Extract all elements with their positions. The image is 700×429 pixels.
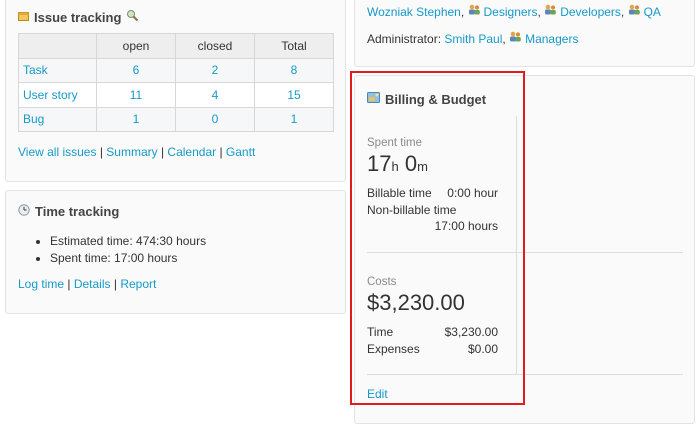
time-tracking-title: Time tracking	[18, 204, 119, 219]
member-wozniak-link[interactable]: Wozniak Stephen	[367, 5, 461, 19]
group-qa-link[interactable]: QA	[643, 4, 661, 19]
administrator-line: Administrator: Smith Paul, Managers	[367, 31, 579, 47]
group-icon	[509, 31, 522, 46]
table-row: User story 11 4 15	[18, 82, 334, 108]
expenses-label: Expenses	[367, 341, 420, 356]
user-story-open-link[interactable]: 11	[129, 87, 143, 102]
tracker-bug-link[interactable]: Bug	[23, 112, 45, 127]
time-cost-label: Time	[367, 325, 394, 339]
col-header-total: Total	[254, 33, 334, 59]
section-divider	[367, 252, 683, 253]
spent-time-section: Spent time 17h 0m Billable time 0:00 hou…	[367, 137, 498, 235]
report-link[interactable]: Report	[120, 277, 157, 291]
costs-section: Costs $3,230.00 Time $3,230.00 Expenses …	[367, 276, 498, 357]
billing-summary: Spent time 17h 0m Billable time 0:00 hou…	[367, 116, 517, 374]
group-icon	[544, 4, 557, 19]
col-header-blank	[18, 33, 97, 59]
expenses-value: $0.00	[467, 341, 498, 356]
view-all-issues-link[interactable]: View all issues	[18, 145, 97, 159]
spent-minutes-value: 0	[404, 151, 418, 176]
non-billable-value: 17:00 hours	[434, 219, 498, 233]
issue-tracking-panel: Issue tracking open closed Total Task 6 …	[5, 0, 346, 182]
highlight-frame	[350, 71, 525, 405]
spent-time: Spent time: 17:00 hours	[50, 250, 206, 267]
tracker-task-link[interactable]: Task	[23, 63, 48, 78]
issues-header-row: open closed Total	[18, 33, 334, 59]
time-cost-row: Time $3,230.00	[367, 324, 498, 341]
spent-hours-value: 17	[367, 151, 392, 176]
task-total-link[interactable]: 8	[290, 63, 298, 78]
non-billable-row: 17:00 hours	[367, 218, 498, 235]
administrator-label: Administrator:	[367, 32, 442, 46]
billable-value: 0:00 hour	[447, 186, 498, 200]
bug-closed-link[interactable]: 0	[211, 112, 219, 127]
issue-tracking-label: Issue tracking	[34, 9, 122, 25]
time-summary-list: Estimated time: 474:30 hours Spent time:…	[50, 233, 206, 266]
table-row: Task 6 2 8	[18, 57, 334, 83]
time-tracking-label: Time tracking	[35, 204, 120, 219]
non-billable-label: Non-billable time	[367, 202, 457, 217]
billable-label: Billable time	[367, 186, 432, 200]
group-developers-link[interactable]: Developers	[560, 4, 621, 19]
issue-links: View all issues | Summary | Calendar | G…	[18, 145, 256, 159]
table-row: Bug 1 0 1	[18, 106, 334, 132]
summary-link[interactable]: Summary	[106, 145, 158, 159]
calendar-link[interactable]: Calendar	[167, 145, 217, 159]
ticket-icon	[18, 10, 29, 25]
user-story-closed-link[interactable]: 4	[211, 87, 219, 102]
budget-icon	[367, 91, 380, 107]
group-designers-link[interactable]: Designers	[483, 4, 538, 19]
issues-table: open closed Total Task 6 2 8 User story …	[18, 33, 334, 132]
non-billable-label-row: Non-billable time	[367, 202, 498, 219]
user-story-total-link[interactable]: 15	[287, 87, 301, 102]
magnify-icon[interactable]	[126, 9, 139, 25]
billable-row: Billable time 0:00 hour	[367, 185, 498, 202]
task-open-link[interactable]: 6	[132, 63, 140, 78]
col-header-open: open	[96, 33, 176, 59]
edit-link[interactable]: Edit	[367, 387, 388, 401]
section-divider	[367, 374, 683, 375]
clock-icon	[18, 204, 30, 219]
col-header-closed: closed	[175, 33, 255, 59]
gantt-link[interactable]: Gantt	[225, 145, 256, 159]
spent-time-total: 17h 0m	[367, 151, 498, 177]
expenses-row: Expenses $0.00	[367, 341, 498, 358]
billing-label: Billing & Budget	[385, 91, 487, 107]
members-panel: Wozniak Stephen, Designers, Developers, …	[354, 0, 695, 67]
estimated-time: Estimated time: 474:30 hours	[50, 233, 206, 250]
log-time-link[interactable]: Log time	[18, 277, 65, 291]
minutes-unit: m	[417, 159, 428, 174]
group-icon	[628, 4, 641, 19]
admin-smith-link[interactable]: Smith Paul	[444, 32, 503, 46]
group-icon	[468, 4, 481, 19]
costs-label: Costs	[367, 276, 397, 288]
issue-tracking-title: Issue tracking	[18, 9, 139, 25]
group-managers-link[interactable]: Managers	[525, 31, 579, 46]
costs-total: $3,230.00	[367, 290, 465, 315]
members-line: Wozniak Stephen, Designers, Developers, …	[367, 4, 661, 20]
time-tracking-panel: Time tracking Estimated time: 474:30 hou…	[5, 190, 346, 314]
task-closed-link[interactable]: 2	[211, 63, 219, 78]
time-links: Log time | Details | Report	[18, 277, 157, 291]
tracker-user-story-link[interactable]: User story	[23, 87, 78, 102]
time-cost-value: $3,230.00	[444, 325, 498, 339]
bug-total-link[interactable]: 1	[290, 112, 298, 127]
bug-open-link[interactable]: 1	[132, 112, 140, 127]
billing-title: Billing & Budget	[367, 91, 486, 107]
details-link[interactable]: Details	[73, 277, 111, 291]
hours-unit: h	[391, 159, 399, 174]
spent-time-label: Spent time	[367, 137, 422, 149]
